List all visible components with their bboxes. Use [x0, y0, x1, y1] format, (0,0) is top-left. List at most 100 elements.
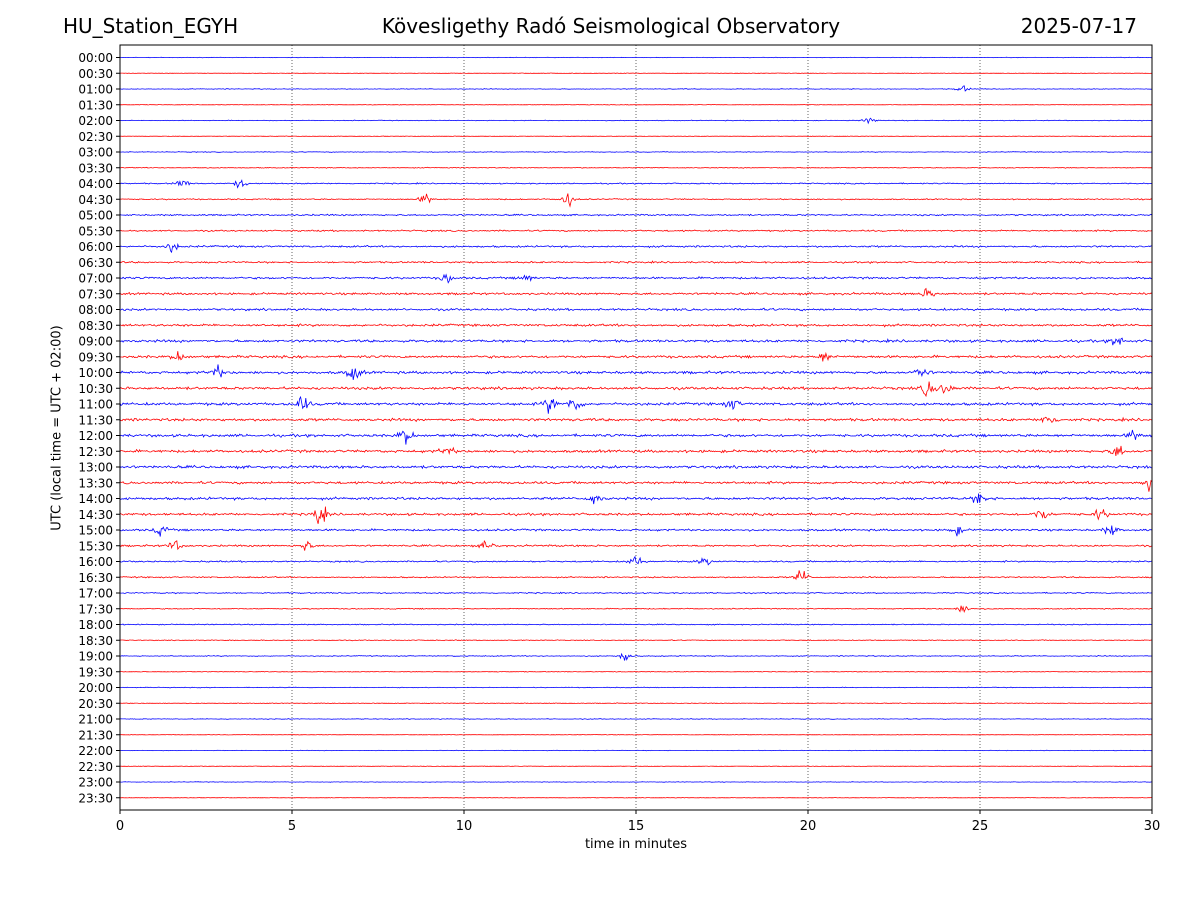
y-tick-label: 04:00	[78, 177, 113, 191]
y-tick-label: 08:00	[78, 303, 113, 317]
y-tick-label: 17:30	[78, 602, 113, 616]
y-tick-label: 21:00	[78, 713, 113, 727]
x-axis-ticks: 0 5 10 15 20 25 30	[116, 810, 1160, 834]
y-tick-label: 12:00	[78, 429, 113, 443]
trace-0600	[119, 242, 1153, 254]
trace-1500	[119, 525, 1152, 537]
x-tick-label: 10	[456, 819, 473, 834]
y-tick-label: 05:00	[78, 209, 113, 223]
x-tick-label: 20	[800, 819, 817, 834]
trace-0730	[119, 287, 1153, 297]
y-tick-label: 07:30	[78, 287, 113, 301]
trace-0630	[119, 260, 1153, 264]
trace-0130	[119, 103, 1153, 106]
y-tick-label: 14:30	[78, 508, 113, 522]
y-tick-label: 17:00	[78, 587, 113, 601]
trace-2130	[119, 733, 1153, 736]
y-tick-label: 21:30	[78, 728, 113, 742]
y-tick-label: 23:30	[78, 791, 113, 805]
trace-1900	[120, 652, 1153, 661]
trace-1600	[119, 555, 1153, 566]
y-tick-label: 10:30	[78, 382, 113, 396]
x-tick-label: 30	[1144, 819, 1161, 834]
trace-0330	[119, 166, 1153, 169]
y-tick-label: 13:30	[78, 476, 113, 490]
trace-2330	[120, 796, 1153, 799]
trace-0230	[119, 135, 1153, 138]
y-axis-label: UTC (local time = UTC + 02:00)	[49, 325, 65, 531]
x-tick-label: 0	[116, 819, 124, 834]
y-tick-label: 20:30	[78, 697, 113, 711]
trace-2000	[119, 686, 1153, 689]
trace-1030	[119, 381, 1153, 398]
y-tick-label: 19:00	[78, 650, 113, 664]
trace-2300	[119, 781, 1153, 783]
grid-lines	[291, 45, 981, 810]
y-tick-label: 23:00	[78, 776, 113, 790]
station-name: HU_Station_EGYH	[63, 14, 239, 38]
x-axis-label: time in minutes	[584, 837, 688, 852]
y-tick-label: 08:30	[78, 319, 113, 333]
y-tick-label: 12:30	[78, 445, 113, 459]
y-tick-label: 01:00	[78, 83, 113, 97]
y-tick-label: 10:00	[78, 366, 113, 380]
y-tick-label: 00:00	[78, 51, 113, 65]
chart-title: Kövesligethy Radó Seismological Observat…	[381, 14, 841, 38]
trace-1430	[119, 506, 1153, 524]
y-tick-label: 06:30	[78, 256, 113, 270]
trace-1830	[119, 639, 1153, 642]
trace-1300	[119, 464, 1153, 470]
y-tick-label: 11:30	[78, 413, 113, 427]
y-tick-label: 18:30	[78, 634, 113, 648]
y-tick-label: 07:00	[78, 272, 113, 286]
y-tick-label: 16:30	[78, 571, 113, 585]
trace-0700	[119, 273, 1153, 284]
y-tick-label: 02:00	[78, 114, 113, 128]
trace-0800	[119, 307, 1153, 312]
trace-0000	[120, 56, 1152, 59]
trace-1530	[119, 539, 1153, 551]
trace-0430	[119, 193, 1153, 208]
trace-2200	[119, 749, 1153, 752]
trace-1330	[119, 479, 1153, 492]
trace-0830	[119, 323, 1153, 328]
y-tick-label: 13:00	[78, 461, 113, 475]
trace-1200	[119, 429, 1153, 445]
y-tick-label: 11:00	[78, 398, 113, 412]
trace-2030	[120, 702, 1153, 705]
y-tick-label: 19:30	[78, 665, 113, 679]
trace-0900	[119, 337, 1153, 346]
y-tick-label: 18:00	[78, 618, 113, 632]
trace-0530	[119, 229, 1153, 233]
y-tick-label: 22:30	[78, 760, 113, 774]
y-tick-label: 15:00	[78, 524, 113, 538]
trace-1100	[119, 395, 1153, 414]
trace-1930	[120, 670, 1153, 673]
y-tick-label: 03:00	[78, 146, 113, 160]
trace-1000	[119, 364, 1153, 380]
y-tick-label: 03:30	[78, 161, 113, 175]
trace-0930	[119, 351, 1153, 362]
y-tick-label: 22:00	[78, 744, 113, 758]
y-tick-label: 05:30	[78, 224, 113, 238]
x-tick-label: 25	[972, 819, 989, 834]
y-tick-label: 16:00	[78, 555, 113, 569]
trace-2230	[119, 765, 1153, 768]
trace-0500	[119, 213, 1153, 217]
trace-0300	[119, 151, 1153, 153]
trace-1230	[119, 445, 1153, 456]
trace-0100	[119, 85, 1153, 92]
trace-1630	[119, 570, 1153, 581]
y-tick-label: 09:00	[78, 335, 113, 349]
trace-1400	[119, 493, 1153, 505]
y-tick-label: 15:30	[78, 539, 113, 553]
trace-1700	[119, 591, 1153, 595]
y-tick-label: 20:00	[78, 681, 113, 695]
y-tick-label: 14:00	[78, 492, 113, 506]
y-tick-label: 00:30	[78, 67, 113, 81]
trace-1800	[119, 623, 1153, 626]
seismogram-traces	[119, 56, 1153, 799]
trace-0400	[119, 179, 1153, 189]
